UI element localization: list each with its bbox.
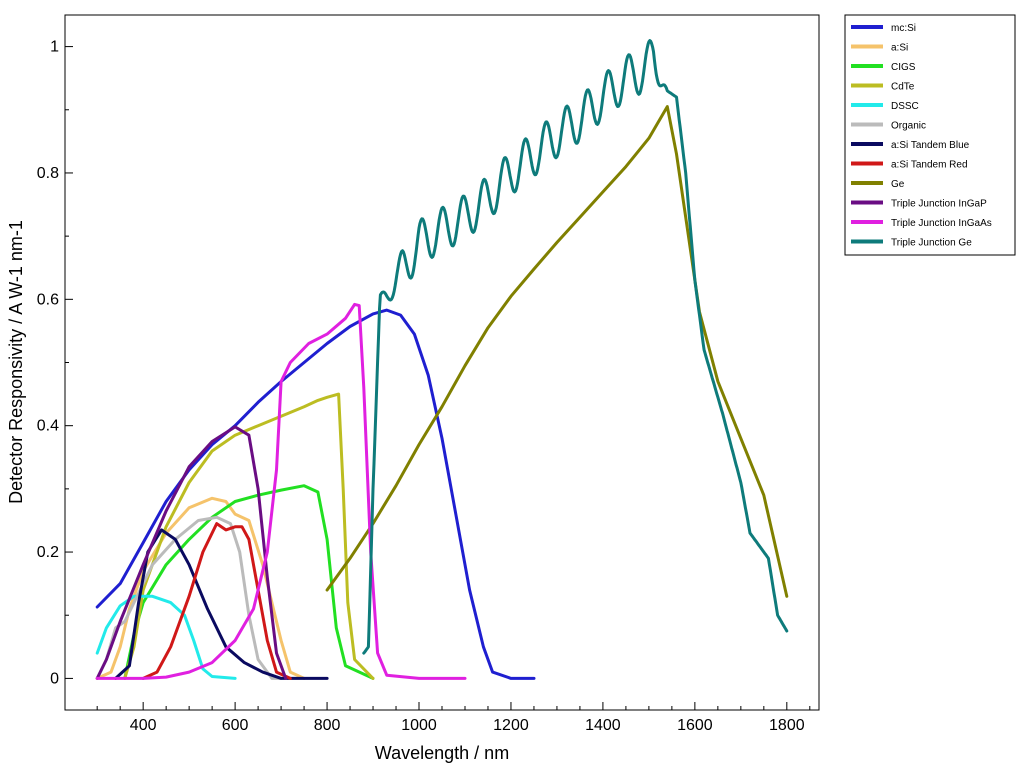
y-tick-label: 0.8 [37, 165, 59, 182]
legend-label: a:Si [891, 43, 908, 54]
y-tick-label: 0.4 [37, 418, 59, 435]
x-tick-label: 800 [314, 717, 341, 734]
x-tick-label: 1600 [677, 717, 713, 734]
legend-label: Triple Junction InGaAs [891, 218, 992, 229]
series-line-cigs [123, 484, 375, 680]
series-line-a-si-tandem-blue [114, 528, 329, 680]
series-line-a-si-tandem-red [141, 522, 292, 680]
legend-label: Triple Junction InGaP [891, 199, 987, 210]
legend-label: Triple Junction Ge [891, 238, 972, 249]
series-line-a-si [95, 496, 306, 680]
series-layer [95, 39, 789, 680]
series-line-dssc [95, 594, 237, 680]
series-line-triple-junction-ingaas [95, 302, 467, 680]
x-tick-label: 1400 [585, 717, 621, 734]
y-tick-label: 0.6 [37, 291, 59, 308]
y-tick-label: 1 [50, 39, 59, 56]
legend-label: DSSC [891, 101, 919, 112]
legend-label: mc:Si [891, 23, 916, 34]
x-tick-label: 600 [222, 717, 249, 734]
x-tick-label: 1000 [401, 717, 437, 734]
legend-label: a:Si Tandem Blue [891, 140, 970, 151]
legend-label: CdTe [891, 82, 915, 93]
legend-label: a:Si Tandem Red [891, 160, 968, 171]
y-tick-label: 0.2 [37, 544, 59, 561]
x-tick-label: 1800 [769, 717, 805, 734]
plot-frame [64, 14, 820, 711]
y-axis-title: Detector Responsivity / A W-1 nm-1 [6, 220, 26, 504]
x-axis-title: Wavelength / nm [375, 743, 509, 763]
legend: mc:Si a:Si CIGS CdTe DSSC Organic a:Si Tandem … [844, 14, 1016, 256]
legend-label: Ge [891, 179, 905, 190]
y-tick-label: 0 [50, 670, 59, 687]
series-line-triple-junction-ingap [95, 425, 288, 680]
series-line-triple-junction-ge [362, 39, 789, 655]
legend-label: Organic [891, 121, 926, 132]
series-line-mc-si [95, 308, 536, 680]
x-tick-label: 400 [130, 717, 157, 734]
legend-box [844, 14, 1016, 256]
series-line-ge [325, 105, 789, 598]
series-line-cdte [123, 392, 375, 680]
ticks-layer: 400 600 800 1000 1200 1400 1600 1800 0 0.2 0.4 0.6 0… [37, 39, 811, 734]
x-tick-label: 1200 [493, 717, 529, 734]
legend-label: CIGS [891, 62, 916, 73]
